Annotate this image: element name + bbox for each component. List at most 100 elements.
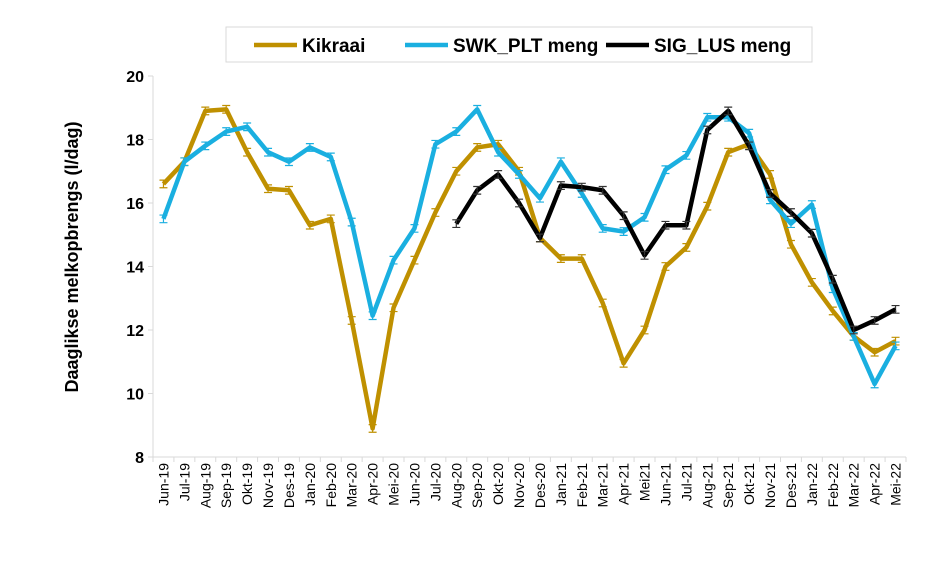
data-point (351, 319, 353, 321)
data-point (727, 151, 729, 153)
data-point (393, 307, 395, 309)
data-point (518, 202, 520, 204)
x-tick-label: Des-21 (783, 463, 799, 508)
data-point (372, 427, 374, 429)
data-point (330, 156, 332, 158)
x-tick-label: Sep-20 (469, 463, 485, 508)
x-tick-label: Jan-22 (804, 463, 820, 506)
data-point (685, 154, 687, 156)
data-point (895, 308, 897, 310)
data-point (455, 223, 457, 225)
series-line (161, 107, 898, 387)
data-point (853, 329, 855, 331)
data-point (560, 258, 562, 260)
x-tick-label: Jul-20 (427, 463, 443, 501)
data-point (832, 288, 834, 290)
legend-label: SIG_LUS meng (654, 36, 791, 57)
data-point (162, 218, 164, 220)
series-sig-lus-meng (452, 106, 900, 335)
data-point (832, 310, 834, 312)
data-point (874, 383, 876, 385)
data-point (204, 145, 206, 147)
data-point (267, 188, 269, 190)
data-point (664, 169, 666, 171)
x-tick-label: Des-20 (532, 463, 548, 508)
data-point (602, 302, 604, 304)
data-point (225, 108, 227, 110)
data-point (413, 227, 415, 229)
data-point (664, 224, 666, 226)
data-point (497, 173, 499, 175)
data-point (309, 224, 311, 226)
x-tick-label: Aug-21 (699, 463, 715, 508)
data-point (162, 183, 164, 185)
x-tick-label: Aug-19 (197, 463, 213, 508)
data-point (225, 131, 227, 133)
y-tick-label: 18 (126, 133, 144, 150)
data-point (748, 145, 750, 147)
x-tick-label: Sep-19 (218, 463, 234, 508)
data-point (288, 189, 290, 191)
x-tick-label: Des-19 (281, 463, 297, 508)
data-point (685, 246, 687, 248)
x-tick-label: Feb-22 (825, 463, 841, 508)
data-point (372, 315, 374, 317)
data-point (602, 189, 604, 191)
data-point (874, 319, 876, 321)
data-point (706, 129, 708, 131)
data-point (539, 237, 541, 239)
x-tick-label: Okt-20 (490, 463, 506, 505)
y-tick-label: 12 (126, 323, 144, 340)
data-point (832, 278, 834, 280)
data-point (623, 215, 625, 217)
data-point (560, 161, 562, 163)
y-tick-label: 14 (126, 260, 144, 277)
data-point (267, 151, 269, 153)
data-point (811, 204, 813, 206)
data-point (790, 243, 792, 245)
data-point (309, 146, 311, 148)
data-point (183, 161, 185, 163)
x-tick-label: Aug-20 (448, 463, 464, 508)
data-point (455, 170, 457, 172)
legend-box (225, 26, 813, 63)
data-point (476, 108, 478, 110)
data-point (413, 259, 415, 261)
data-point (769, 199, 771, 201)
data-point (769, 173, 771, 175)
series-swk-plt-meng (159, 104, 900, 389)
series-line (454, 108, 897, 333)
data-point (246, 151, 248, 153)
data-point (581, 258, 583, 260)
data-point (644, 329, 646, 331)
data-point (204, 110, 206, 112)
legend: Kikraai SWK_PLT meng SIG_LUS meng (225, 26, 813, 63)
x-tick-label: Apr-21 (616, 463, 632, 505)
data-point (434, 212, 436, 214)
data-point (895, 345, 897, 347)
y-axis-label: Daaglikse melkopbrengs (l/dag) (62, 121, 82, 392)
x-tick-label: Mar-20 (344, 463, 360, 508)
data-point (706, 205, 708, 207)
x-tick-label: Jul-19 (176, 463, 192, 501)
data-point (790, 212, 792, 214)
data-point (623, 362, 625, 364)
x-tick-label: Nov-21 (762, 463, 778, 508)
data-point (685, 224, 687, 226)
data-point (246, 126, 248, 128)
data-point (351, 221, 353, 223)
y-tick-label: 8 (135, 450, 144, 467)
data-point (581, 192, 583, 194)
x-tick-label: Okt-21 (741, 463, 757, 505)
x-tick-label: Jun-20 (406, 463, 422, 506)
data-point (706, 116, 708, 118)
y-tick-label: 16 (126, 196, 144, 213)
data-point (811, 232, 813, 234)
x-tick-label: Nov-19 (260, 463, 276, 508)
x-tick-label: Feb-21 (574, 463, 590, 508)
data-point (874, 351, 876, 353)
x-tick-label: Jul-21 (678, 463, 694, 501)
data-point (664, 266, 666, 267)
data-point (811, 281, 813, 283)
